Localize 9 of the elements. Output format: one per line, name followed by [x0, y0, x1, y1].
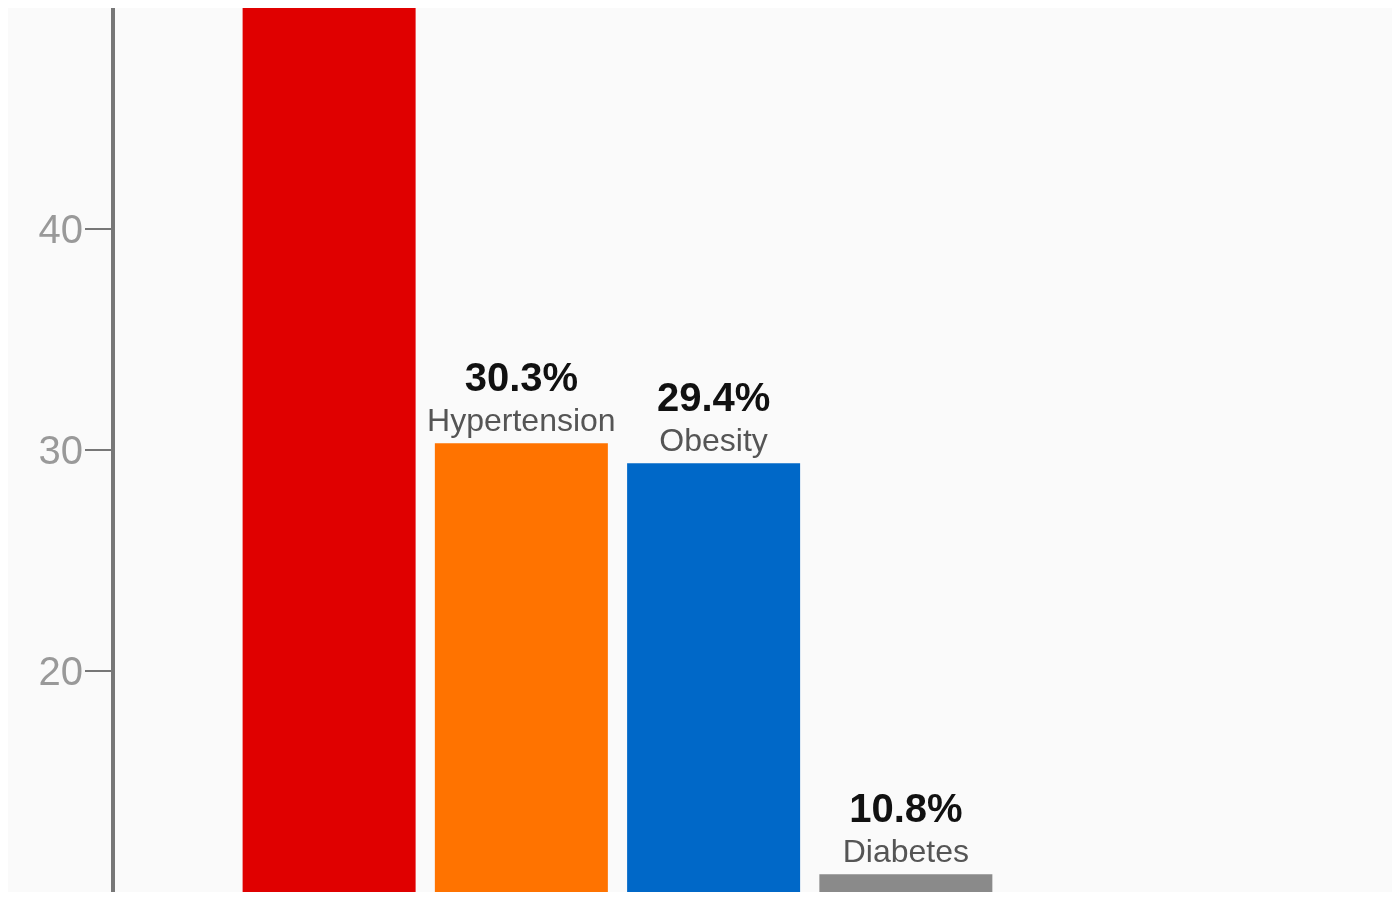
data-label: 29.4% [656, 375, 771, 420]
y-tick-label: 20 [38, 649, 83, 694]
y-tick-label: 30 [38, 428, 83, 473]
x-tick-label: Obesity [659, 422, 768, 459]
x-tick-label: Hypertension [427, 402, 616, 439]
y-tick-label: 40 [38, 207, 83, 252]
data-label: 30.3% [464, 355, 579, 400]
x-tick-label: Diabetes [842, 833, 970, 870]
data-label: 10.8% [849, 786, 963, 831]
